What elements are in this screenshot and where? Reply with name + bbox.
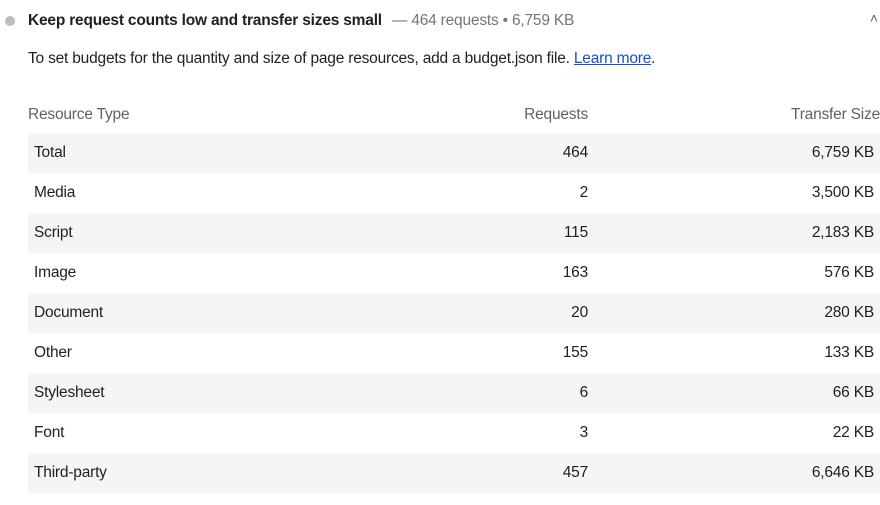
requests-cell: 163	[562, 264, 588, 281]
requests-cell: 2	[579, 184, 589, 201]
resource-type-cell: Media	[34, 184, 76, 201]
audit-header[interactable]: Keep request counts low and transfer siz…	[0, 8, 880, 34]
description-text: To set budgets for the quantity and size…	[28, 50, 574, 67]
table-row: Stylesheet 6 66 KB	[28, 373, 880, 413]
description-end: .	[651, 50, 656, 67]
requests-cell: 115	[563, 224, 588, 241]
transfer-size-cell: 3,500 KB	[811, 184, 874, 201]
requests-cell: 155	[562, 344, 588, 361]
resource-type-cell: Script	[34, 224, 73, 241]
header-resource-type: Resource Type	[28, 105, 130, 123]
resource-type-cell: Font	[34, 424, 65, 441]
audit-description: To set budgets for the quantity and size…	[28, 50, 655, 68]
header-requests: Requests	[524, 105, 588, 123]
transfer-size-cell: 576 KB	[824, 264, 874, 281]
requests-cell: 20	[571, 304, 588, 321]
header-transfer-size: Transfer Size	[791, 105, 880, 123]
requests-cell: 457	[562, 464, 588, 481]
requests-cell: 3	[579, 424, 589, 441]
transfer-size-cell: 6,646 KB	[811, 464, 874, 481]
table-row: Media 2 3,500 KB	[28, 173, 880, 213]
resource-summary-table: Resource Type Requests Transfer Size Tot…	[28, 96, 880, 493]
learn-more-link[interactable]: Learn more	[573, 50, 652, 67]
resource-type-cell: Image	[34, 264, 77, 281]
audit-summary: — 464 requests • 6,759 KB	[391, 12, 575, 29]
resource-type-cell: Total	[34, 144, 66, 161]
transfer-size-cell: 133 KB	[824, 344, 874, 361]
requests-cell: 464	[562, 144, 588, 161]
resource-type-cell: Document	[34, 304, 104, 321]
resource-type-cell: Stylesheet	[34, 384, 105, 401]
table-row: Image 163 576 KB	[28, 253, 880, 293]
transfer-size-cell: 6,759 KB	[811, 144, 874, 161]
table-header-row: Resource Type Requests Transfer Size	[28, 96, 880, 133]
transfer-size-cell: 280 KB	[824, 304, 874, 321]
requests-cell: 6	[579, 384, 589, 401]
transfer-size-cell: 22 KB	[832, 424, 874, 441]
audit-title: Keep request counts low and transfer siz…	[28, 12, 382, 29]
status-circle-icon	[5, 16, 15, 26]
table-row: Document 20 280 KB	[28, 293, 880, 333]
transfer-size-cell: 66 KB	[832, 384, 874, 401]
transfer-size-cell: 2,183 KB	[811, 224, 874, 241]
resource-type-cell: Third-party	[34, 464, 107, 481]
table-row: Total 464 6,759 KB	[28, 133, 880, 173]
table-row: Third-party 457 6,646 KB	[28, 453, 880, 493]
table-row: Other 155 133 KB	[28, 333, 880, 373]
table-row: Font 3 22 KB	[28, 413, 880, 453]
chevron-up-icon[interactable]: ˄	[869, 10, 878, 26]
table-row: Script 115 2,183 KB	[28, 213, 880, 253]
resource-type-cell: Other	[34, 344, 72, 361]
